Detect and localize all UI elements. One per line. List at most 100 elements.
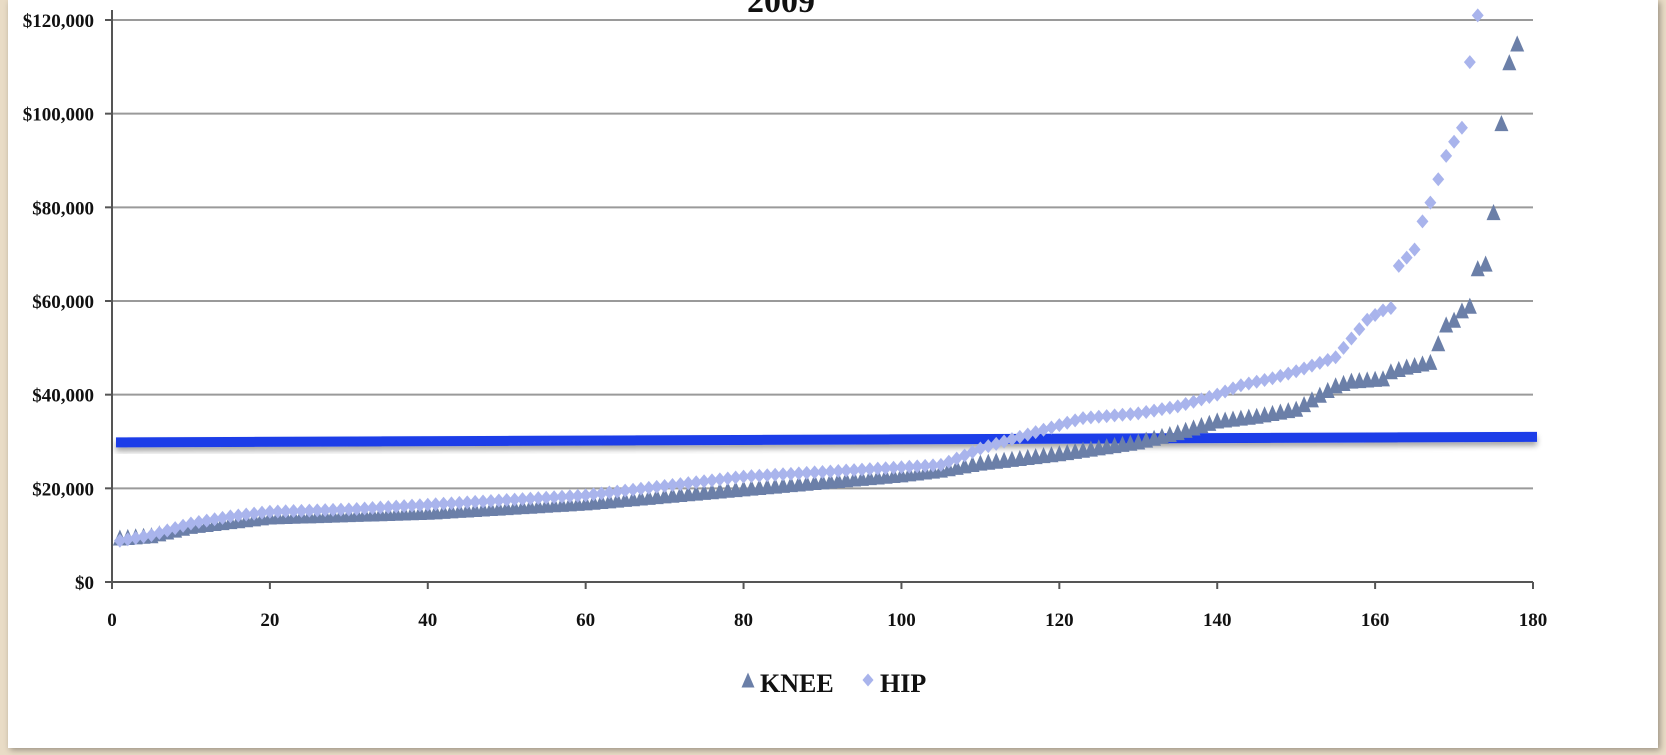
hip-point [903,459,916,474]
y-tick-label: $80,000 [32,198,94,219]
hip-point [816,464,829,479]
hip-point [1234,378,1247,393]
hip-point [1353,322,1366,337]
x-tick-label: 20 [260,610,279,631]
y-tick-label: $40,000 [32,386,94,407]
hip-point [1266,371,1279,386]
hip-point [1432,172,1445,187]
hip-point [1132,406,1145,421]
hip-point [287,504,300,519]
x-tick-label: 0 [107,610,117,631]
hip-point [390,499,403,514]
hip-point [1242,376,1255,391]
hip-point [895,460,908,475]
legend-label-hip: HIP [880,669,926,698]
hip-point [990,436,1003,451]
hip-point [311,503,324,518]
y-tick-label: $100,000 [23,105,94,126]
hip-point [1416,214,1429,229]
hip-point [627,482,639,497]
hip-point [1471,8,1484,23]
hip-point [516,492,529,507]
hip-point [769,467,782,482]
hip-point [121,532,134,547]
hip-point [619,483,632,498]
hip-point [887,460,900,475]
knee-point [1510,35,1525,52]
hip-point [366,501,379,516]
x-tick-label: 120 [1045,610,1074,631]
hip-point [532,491,545,506]
knee-legend-marker [741,672,755,688]
hip-point [863,462,876,477]
hip-point [334,502,347,517]
hip-point [808,465,821,480]
hip-point [1156,402,1168,417]
hip-point [713,472,726,487]
hip-point [192,515,205,530]
series-knee [112,35,1525,546]
hip-point [603,485,616,500]
hip-point [674,477,687,492]
hip-point [1124,407,1137,422]
hip-point [1077,411,1089,426]
hip-point [1456,120,1468,135]
hip-point [461,495,474,510]
x-tick-label: 100 [887,610,916,631]
knee-point [1376,370,1391,387]
hip-point [1384,301,1397,316]
hip-point [919,458,932,473]
hip-point [1108,408,1121,423]
hip-point [1211,387,1224,402]
knee-point [1486,203,1501,221]
hip-point [958,448,971,463]
knee-point [1447,311,1462,328]
x-tick-label: 140 [1203,610,1232,631]
hip-point [1179,397,1192,412]
hip-point [469,494,482,509]
axes [111,10,1533,583]
hip-point [824,464,837,479]
knee-point [1423,353,1438,370]
knee-point [1312,386,1327,403]
hip-point [1392,258,1405,273]
hip-point [224,509,237,524]
hip-point [721,471,734,486]
hip-point [1408,242,1421,257]
hip-point [784,466,797,481]
hip-point [556,489,568,504]
reference-line-layer [115,431,1538,448]
hip-point [571,488,584,503]
hip-point [1329,350,1342,365]
hip-point [579,488,592,503]
hip-point [1250,374,1263,389]
grid-lines [112,19,1533,490]
hip-point [1084,410,1097,425]
hip-point [1203,390,1216,405]
x-tick-labels: 0 20 40 60 80 100 120 140 160 180 [107,582,1547,631]
hip-point [942,454,955,469]
hip-point [1092,409,1105,424]
hip-point [129,530,142,545]
hip-point [327,502,339,517]
hip-point [1069,413,1082,428]
hip-point [1424,195,1437,210]
hip-point [1163,400,1176,415]
hip-point [966,445,979,460]
hip-point [548,490,561,505]
hip-point [634,481,647,496]
hip-point [737,469,750,484]
hip-point [263,504,276,519]
hip-point [563,489,576,504]
hip-point [153,525,166,540]
hip-point [350,501,363,516]
hip-point [540,490,553,505]
hip-legend-marker [862,673,874,687]
hip-point [303,503,316,518]
hip-point [184,516,197,531]
hip-point [477,494,489,509]
hip-point [137,529,150,544]
hip-point [484,493,497,508]
knee-point [1478,255,1493,272]
hip-point [358,501,371,516]
